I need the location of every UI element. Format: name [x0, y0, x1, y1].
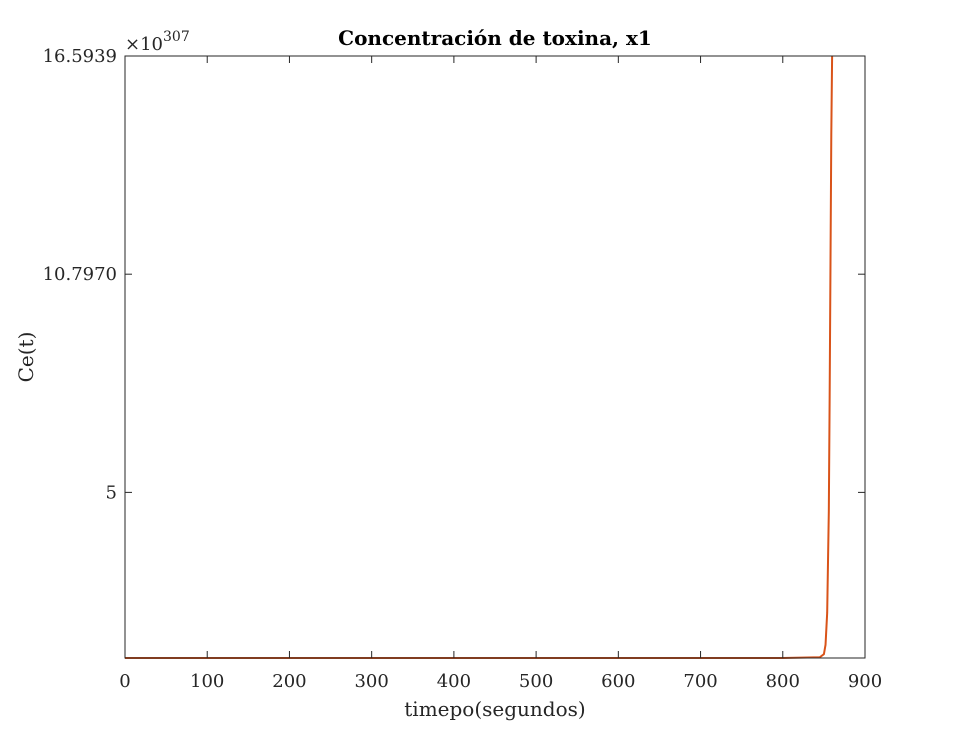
x-tick-label: 700 [683, 671, 717, 692]
x-tick-label: 0 [119, 671, 130, 692]
plot-area [125, 56, 865, 658]
x-tick-label: 800 [766, 671, 800, 692]
x-axis-label: timepo(segundos) [404, 697, 585, 721]
x-tick-label: 300 [354, 671, 388, 692]
x-tick-label: 500 [519, 671, 553, 692]
x-tick-label: 600 [601, 671, 635, 692]
x-tick-label: 400 [437, 671, 471, 692]
y-axis-label: Ce(t) [14, 332, 38, 383]
y-exponent-label: ×10307 [125, 29, 190, 55]
y-exponent-power: 307 [163, 29, 190, 45]
x-tick-label: 200 [272, 671, 306, 692]
y-exponent-base: ×10 [125, 34, 163, 55]
x-ticks: 0 100 200 300 400 500 600 700 800 900 [119, 56, 882, 692]
chart-title: Concentración de toxina, x1 [338, 26, 652, 50]
y-ticks: 5 10.7970 16.5939 [43, 46, 865, 503]
x-tick-label: 100 [190, 671, 224, 692]
x-tick-label: 900 [848, 671, 882, 692]
y-tick-label: 16.5939 [43, 46, 117, 67]
y-tick-label: 5 [106, 482, 117, 503]
y-tick-label: 10.7970 [43, 264, 117, 285]
axes-box [124, 55, 866, 659]
